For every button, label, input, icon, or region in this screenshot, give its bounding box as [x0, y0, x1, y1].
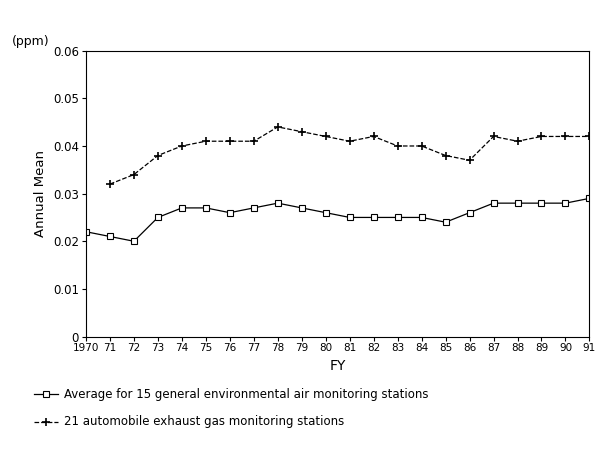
- Text: 21 automobile exhaust gas monitoring stations: 21 automobile exhaust gas monitoring sta…: [64, 415, 344, 428]
- X-axis label: FY: FY: [330, 359, 346, 373]
- Text: Average for 15 general environmental air monitoring stations: Average for 15 general environmental air…: [64, 388, 429, 401]
- Text: (ppm): (ppm): [12, 35, 50, 48]
- Y-axis label: Annual Mean: Annual Mean: [34, 150, 47, 237]
